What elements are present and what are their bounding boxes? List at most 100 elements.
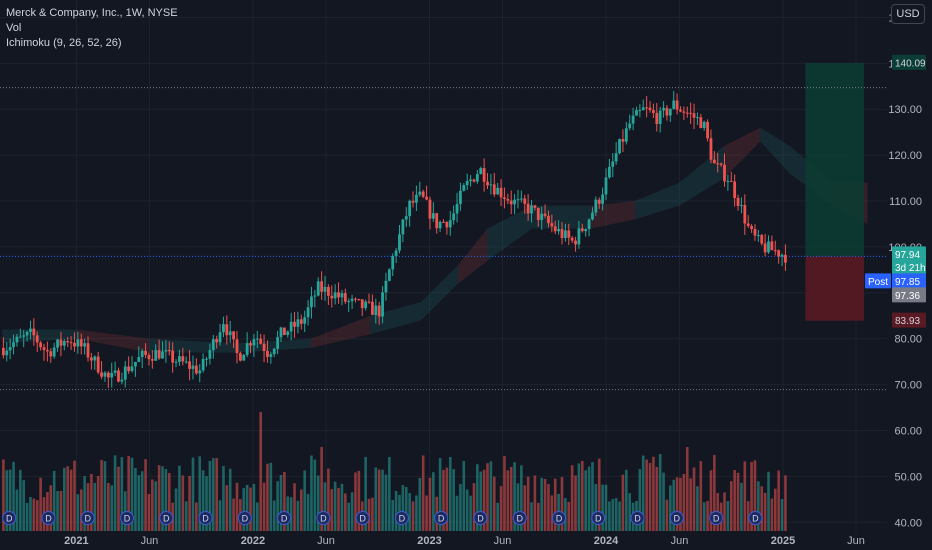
candle-body	[641, 107, 645, 111]
candle-body	[374, 305, 378, 315]
cloud-segment	[532, 205, 592, 229]
volume-bar	[394, 491, 398, 531]
volume-bar	[641, 455, 645, 531]
candle-body	[655, 112, 659, 124]
volume-bar	[120, 457, 124, 531]
candle-body	[25, 331, 29, 336]
candle-body	[425, 196, 428, 200]
volume-bar	[669, 485, 672, 531]
candle-body	[685, 112, 689, 114]
candle-body	[479, 168, 483, 174]
candle-body	[526, 203, 530, 214]
volume-bar	[665, 499, 669, 531]
candle-body	[770, 241, 774, 251]
volume-bar	[577, 463, 581, 531]
candle-body	[530, 205, 533, 214]
candle-body	[56, 339, 59, 348]
dividend-marker	[434, 511, 449, 525]
volume-bar	[79, 489, 83, 531]
volume-bar	[205, 476, 208, 531]
countdown-tag-bg	[892, 259, 926, 275]
dividend-marker	[80, 511, 95, 525]
candle-body	[69, 342, 73, 344]
volume-bar	[113, 455, 117, 531]
volume-bar	[713, 454, 716, 531]
candle-body	[262, 343, 266, 351]
ichimoku-label[interactable]: Ichimoku (9, 26, 52, 26)	[6, 37, 122, 49]
volume-bar	[154, 481, 158, 531]
candle-body	[93, 356, 97, 361]
volume-bar	[151, 479, 154, 531]
volume-bar	[140, 471, 144, 531]
volume-bar	[692, 467, 696, 531]
candle-body	[604, 177, 608, 195]
volume-bar	[225, 485, 229, 531]
volume-bar	[655, 466, 659, 531]
candle-body	[503, 197, 506, 199]
cloud-segment	[370, 301, 422, 335]
candle-body	[580, 228, 584, 232]
candle-body	[350, 298, 354, 302]
volume-bar	[96, 476, 100, 531]
volume-bar	[445, 467, 449, 531]
volume-bar	[520, 465, 523, 531]
volume-bar	[570, 465, 574, 531]
volume-bar	[235, 482, 239, 531]
volume-bar	[608, 501, 611, 531]
candle-body	[59, 339, 63, 346]
last-price-tag: 97.94	[892, 246, 926, 262]
volume-bar	[107, 483, 110, 531]
candle-body	[35, 335, 39, 343]
candle-body	[621, 139, 625, 142]
candle-body	[519, 198, 523, 200]
candle-body	[472, 179, 476, 182]
volume-bar	[404, 486, 408, 531]
candle-body	[740, 205, 743, 207]
volume-bar	[228, 468, 232, 531]
candle-body	[22, 335, 26, 337]
volume-bar	[482, 469, 486, 531]
volume-bar	[391, 500, 395, 531]
volume-bar	[780, 499, 784, 531]
candle-body	[570, 237, 574, 241]
candle-body	[442, 221, 445, 223]
candle-body	[567, 230, 571, 238]
post-label: Post	[865, 273, 891, 289]
candle-body	[83, 343, 87, 347]
dividend-marker-letter: D	[281, 514, 288, 524]
volume-bar	[587, 466, 591, 531]
candle-body	[310, 296, 313, 308]
candle-body	[540, 213, 544, 220]
candle-body	[188, 361, 191, 369]
volume-bar	[432, 472, 435, 531]
candle-body	[259, 338, 263, 344]
price-tick-label: 110.00	[889, 196, 922, 208]
candle-body	[218, 332, 222, 343]
symbol-title[interactable]: Merck & Company, Inc., 1W, NYSE	[6, 7, 178, 19]
volume-bar	[448, 457, 452, 531]
stop-price-tag: 83.93	[892, 312, 926, 328]
candle-body	[533, 205, 537, 208]
currency-button[interactable]: USD	[891, 4, 925, 24]
volume-bar	[770, 498, 774, 531]
volume-bar	[93, 483, 97, 531]
candle-body	[753, 229, 757, 236]
volume-bar	[276, 481, 279, 531]
candle-body	[729, 180, 733, 182]
candle-body	[42, 347, 46, 350]
candle-body	[194, 365, 198, 374]
candle-body	[86, 343, 90, 358]
candle-body	[242, 354, 246, 361]
price-tick-label: 120.00	[888, 150, 922, 162]
candle-body	[337, 292, 340, 298]
volume-bar	[530, 502, 533, 531]
volume-bar	[513, 462, 516, 531]
candle-body	[716, 163, 720, 165]
target-price-tag: 140.09	[892, 54, 926, 70]
volume-label[interactable]: Vol	[6, 22, 22, 34]
volume-bar	[178, 465, 181, 531]
volume-bar	[73, 460, 76, 531]
dividend-marker-letter: D	[438, 514, 445, 524]
